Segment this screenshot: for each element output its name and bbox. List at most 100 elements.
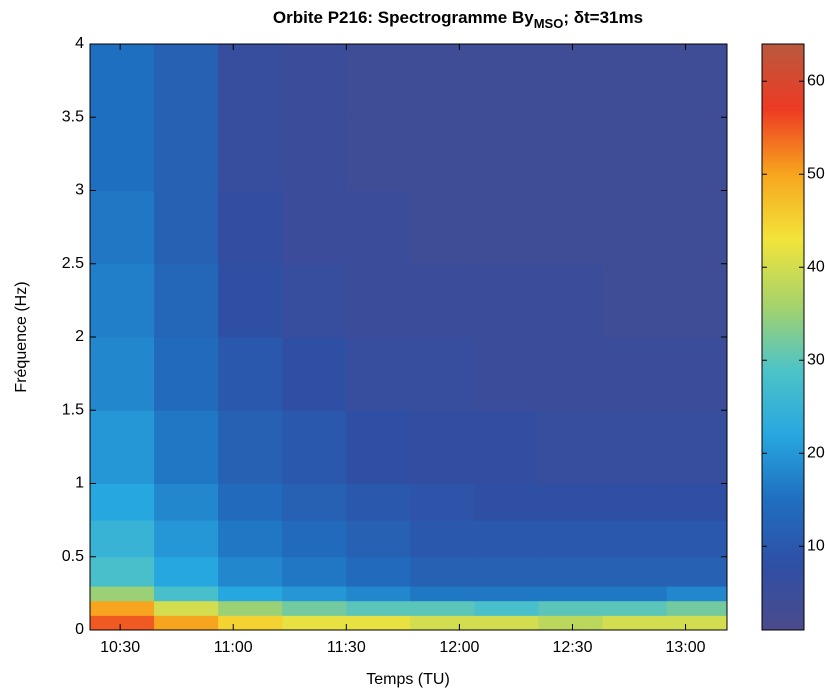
heat-cell <box>666 410 728 484</box>
heat-cell <box>474 263 540 338</box>
heat-cell <box>410 263 475 338</box>
heat-cell <box>218 556 283 587</box>
heat-cell <box>538 190 604 265</box>
heat-cell <box>154 263 219 338</box>
heat-cell <box>90 615 155 631</box>
heat-cell <box>218 410 283 484</box>
heat-cell <box>666 190 728 265</box>
heat-cell <box>410 556 475 587</box>
heat-cell <box>410 337 475 411</box>
y-tick-label: 2 <box>75 328 84 345</box>
heat-cell <box>602 263 668 338</box>
heat-cell <box>602 615 668 631</box>
heat-cell <box>346 556 411 587</box>
heat-cell <box>90 600 155 616</box>
colorbar-tick-label: 60 <box>807 72 825 89</box>
heat-cell <box>474 556 540 587</box>
y-tick-label: 4 <box>75 35 84 52</box>
heat-cell <box>218 337 283 411</box>
heat-cell <box>218 483 283 521</box>
y-tick-label: 0.5 <box>62 548 84 565</box>
y-tick-label: 1.5 <box>62 401 84 418</box>
heat-cell <box>602 600 668 616</box>
heat-cell <box>602 337 668 411</box>
heat-cell <box>218 520 283 558</box>
heat-cell <box>90 337 155 411</box>
heat-cell <box>154 586 219 602</box>
heat-cell <box>474 190 540 265</box>
heat-cell <box>218 586 283 602</box>
heat-cell <box>282 263 347 338</box>
heat-cell <box>602 190 668 265</box>
heat-cell <box>346 190 411 265</box>
heat-cell <box>218 117 283 191</box>
heat-cell <box>154 190 219 265</box>
x-axis-label: Temps (TU) <box>366 671 450 688</box>
heat-cell <box>346 586 411 602</box>
y-axis-label: Fréquence (Hz) <box>13 281 30 392</box>
heat-cell <box>218 615 283 631</box>
heat-cell <box>538 263 604 338</box>
heat-cell <box>474 44 540 118</box>
heat-cell <box>474 483 540 521</box>
heat-cell <box>218 600 283 616</box>
heat-cell <box>538 483 604 521</box>
heat-cell <box>346 483 411 521</box>
heat-cell <box>282 520 347 558</box>
heat-cell <box>282 556 347 587</box>
heat-cell <box>346 410 411 484</box>
heat-cell <box>154 520 219 558</box>
heat-cell <box>90 520 155 558</box>
heatmap <box>90 44 728 631</box>
heat-cell <box>538 586 604 602</box>
heat-cell <box>90 410 155 484</box>
heat-cell <box>602 483 668 521</box>
heat-cell <box>538 600 604 616</box>
heat-cell <box>602 410 668 484</box>
heat-cell <box>410 44 475 118</box>
y-tick-label: 1 <box>75 475 84 492</box>
title-main: Orbite P216: Spectrogramme By <box>273 8 534 27</box>
heat-cell <box>282 483 347 521</box>
heat-cell <box>346 600 411 616</box>
heat-cell <box>538 615 604 631</box>
heat-cell <box>474 337 540 411</box>
heat-cell <box>666 520 728 558</box>
heat-cell <box>474 600 540 616</box>
heat-cell <box>154 410 219 484</box>
x-tick-label: 10:30 <box>100 639 140 656</box>
heat-cell <box>282 615 347 631</box>
heat-cell <box>90 586 155 602</box>
heat-cell <box>538 337 604 411</box>
heat-cell <box>474 117 540 191</box>
heat-cell <box>90 117 155 191</box>
heat-cell <box>538 44 604 118</box>
colorbar <box>761 43 805 631</box>
heat-cell <box>282 586 347 602</box>
heat-cell <box>410 520 475 558</box>
heat-cell <box>410 483 475 521</box>
colorbar-tick-label: 40 <box>807 258 825 275</box>
colorbar-tick-label: 10 <box>807 538 825 555</box>
heat-cell <box>154 44 219 118</box>
x-tick-label: 11:30 <box>327 639 366 656</box>
heat-cell <box>538 556 604 587</box>
heat-cell <box>218 44 283 118</box>
heat-cell <box>666 337 728 411</box>
heat-cell <box>410 410 475 484</box>
heat-cell <box>602 117 668 191</box>
heat-cell <box>346 337 411 411</box>
heat-cell <box>346 117 411 191</box>
y-tick-label: 0 <box>75 621 84 638</box>
axes: 0 0.5 1 1.5 2 2.5 3 3.5 4 10:30 11:00 11:30 12:00 12:… <box>62 35 728 656</box>
heat-cell <box>218 190 283 265</box>
x-tick-label: 13:00 <box>666 639 706 656</box>
y-tick-label: 2.5 <box>62 255 84 272</box>
heat-cell <box>602 556 668 587</box>
y-tick-label: 3.5 <box>62 108 84 125</box>
heat-cell <box>474 615 540 631</box>
heat-cell <box>90 190 155 265</box>
heat-cell <box>154 483 219 521</box>
colorbar-tick-label: 30 <box>807 351 825 368</box>
